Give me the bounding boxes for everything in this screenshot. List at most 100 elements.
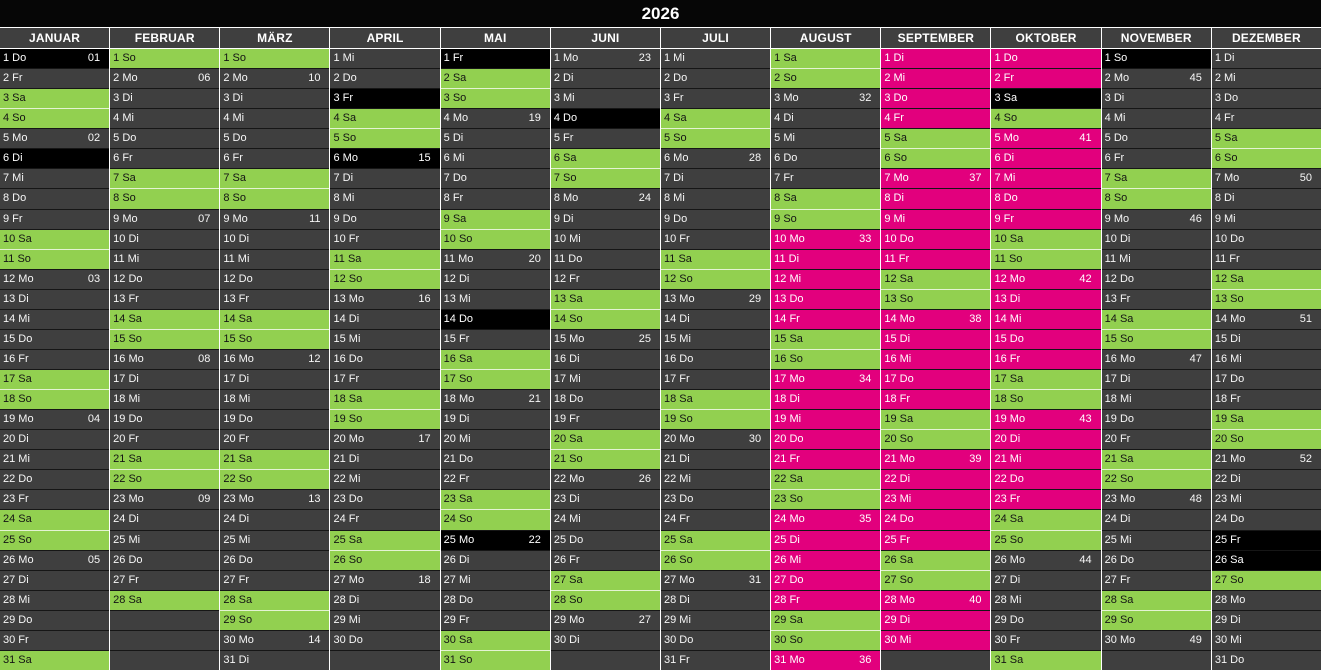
day-cell[interactable]: 17 Mi <box>550 370 660 391</box>
day-cell[interactable]: 3 Di <box>1101 89 1211 110</box>
day-cell[interactable]: 27 So <box>1211 570 1321 591</box>
day-cell[interactable]: 11 Di <box>771 249 881 270</box>
day-cell[interactable]: 28 Sa <box>220 590 330 611</box>
day-cell[interactable]: 18 Mi <box>110 390 220 411</box>
day-cell[interactable]: 25 Mi <box>220 530 330 551</box>
day-cell[interactable]: 2 Mo 10 <box>220 69 330 90</box>
day-cell[interactable]: 10 So <box>440 229 550 250</box>
day-cell[interactable]: 17 Sa <box>0 370 110 391</box>
day-cell[interactable]: 24 Fr <box>660 510 771 531</box>
day-cell[interactable]: 24 Do <box>881 510 991 531</box>
day-cell[interactable]: 4 So <box>991 109 1101 130</box>
day-cell[interactable]: 17 Fr <box>660 370 771 391</box>
day-cell[interactable]: 24 Di <box>1101 510 1211 531</box>
day-cell[interactable]: 1 Do <box>991 49 1101 70</box>
day-cell[interactable]: 26 So <box>660 550 771 571</box>
day-cell[interactable]: 17 Di <box>220 370 330 391</box>
day-cell[interactable]: 28 Sa <box>1101 590 1211 611</box>
day-cell[interactable]: 16 Fr <box>991 349 1101 370</box>
day-cell[interactable]: 24 Mo 35 <box>771 510 881 531</box>
day-cell[interactable]: 12 Do <box>1101 269 1211 290</box>
day-cell[interactable]: 16 Fr <box>0 349 110 370</box>
day-cell[interactable]: 29 So <box>220 610 330 631</box>
day-cell[interactable]: 31 Sa <box>0 650 110 670</box>
day-cell[interactable]: 5 Fr <box>550 129 660 150</box>
day-cell[interactable]: 21 Sa <box>1101 450 1211 471</box>
day-cell[interactable]: 13 Fr <box>1101 289 1211 310</box>
day-cell[interactable]: 27 Mi <box>440 570 550 591</box>
day-cell[interactable]: 26 Di <box>440 550 550 571</box>
day-cell[interactable]: 16 Mi <box>1211 349 1321 370</box>
day-cell[interactable]: 30 Mi <box>881 630 991 651</box>
day-cell[interactable]: 3 So <box>440 89 550 110</box>
day-cell[interactable]: 4 Do <box>550 109 660 130</box>
day-cell[interactable]: 9 Do <box>660 209 771 230</box>
day-cell[interactable]: 4 Di <box>771 109 881 130</box>
day-cell[interactable]: 8 Fr <box>440 189 550 210</box>
day-cell[interactable]: 27 Mo 18 <box>330 570 440 591</box>
day-cell[interactable]: 2 Mi <box>1211 69 1321 90</box>
day-cell[interactable]: 4 Mo 19 <box>440 109 550 130</box>
day-cell[interactable]: 3 Sa <box>0 89 110 110</box>
day-cell[interactable]: 13 Di <box>991 289 1101 310</box>
day-cell[interactable]: 12 Mo 03 <box>0 269 110 290</box>
day-cell[interactable]: 15 So <box>110 329 220 350</box>
day-cell[interactable]: 1 So <box>1101 49 1211 70</box>
day-cell[interactable]: 8 Mi <box>330 189 440 210</box>
day-cell[interactable]: 25 Fr <box>1211 530 1321 551</box>
day-cell[interactable]: 25 Do <box>550 530 660 551</box>
day-cell[interactable]: 1 Sa <box>771 49 881 70</box>
day-cell[interactable]: 30 Do <box>330 630 440 651</box>
day-cell[interactable]: 31 Mo 36 <box>771 650 881 670</box>
day-cell[interactable]: 20 Mi <box>440 430 550 451</box>
day-cell[interactable]: 14 Di <box>660 309 771 330</box>
day-cell[interactable]: 13 So <box>881 289 991 310</box>
day-cell[interactable]: 25 Mi <box>1101 530 1211 551</box>
day-cell[interactable]: 30 Sa <box>440 630 550 651</box>
day-cell[interactable]: 15 Di <box>1211 329 1321 350</box>
day-cell[interactable]: 17 Mo 34 <box>771 370 881 391</box>
day-cell[interactable]: 8 Mi <box>660 189 771 210</box>
day-cell[interactable]: 7 Sa <box>220 169 330 190</box>
day-cell[interactable]: 14 Mo 51 <box>1211 309 1321 330</box>
day-cell[interactable]: 21 Di <box>660 450 771 471</box>
day-cell[interactable]: 5 Mo 41 <box>991 129 1101 150</box>
day-cell[interactable]: 16 Sa <box>440 349 550 370</box>
day-cell[interactable]: 1 So <box>110 49 220 70</box>
day-cell[interactable]: 25 So <box>991 530 1101 551</box>
day-cell[interactable]: 31 Sa <box>991 650 1101 670</box>
day-cell[interactable]: 16 So <box>771 349 881 370</box>
day-cell[interactable]: 3 Do <box>881 89 991 110</box>
day-cell[interactable]: 7 Mi <box>0 169 110 190</box>
day-cell[interactable]: 30 Di <box>550 630 660 651</box>
day-cell[interactable]: 8 Di <box>881 189 991 210</box>
day-cell[interactable]: 6 So <box>881 149 991 170</box>
day-cell[interactable]: 18 Mo 21 <box>440 390 550 411</box>
day-cell[interactable]: 2 Fr <box>0 69 110 90</box>
day-cell[interactable]: 13 Di <box>0 289 110 310</box>
day-cell[interactable]: 19 Mo 04 <box>0 410 110 431</box>
day-cell[interactable]: 28 Mo <box>1211 590 1321 611</box>
day-cell[interactable]: 14 Sa <box>1101 309 1211 330</box>
day-cell[interactable]: 21 Sa <box>110 450 220 471</box>
day-cell[interactable]: 21 Fr <box>771 450 881 471</box>
day-cell[interactable]: 20 Fr <box>220 430 330 451</box>
day-cell[interactable]: 4 Fr <box>1211 109 1321 130</box>
day-cell[interactable]: 1 Mi <box>330 49 440 70</box>
day-cell[interactable]: 11 Fr <box>1211 249 1321 270</box>
day-cell[interactable]: 19 Do <box>220 410 330 431</box>
day-cell[interactable]: 19 Do <box>110 410 220 431</box>
day-cell[interactable]: 7 Mo 37 <box>881 169 991 190</box>
day-cell[interactable]: 1 Di <box>881 49 991 70</box>
day-cell[interactable]: 14 Mi <box>991 309 1101 330</box>
day-cell[interactable]: 5 Do <box>220 129 330 150</box>
day-cell[interactable]: 20 So <box>881 430 991 451</box>
day-cell[interactable]: 16 Do <box>330 349 440 370</box>
day-cell[interactable]: 24 Mi <box>550 510 660 531</box>
day-cell[interactable]: 10 Do <box>881 229 991 250</box>
day-cell[interactable]: 11 Do <box>550 249 660 270</box>
day-cell[interactable]: 11 Mo 20 <box>440 249 550 270</box>
day-cell[interactable]: 17 Do <box>1211 370 1321 391</box>
day-cell[interactable]: 22 Di <box>881 470 991 491</box>
day-cell[interactable]: 29 Fr <box>440 610 550 631</box>
